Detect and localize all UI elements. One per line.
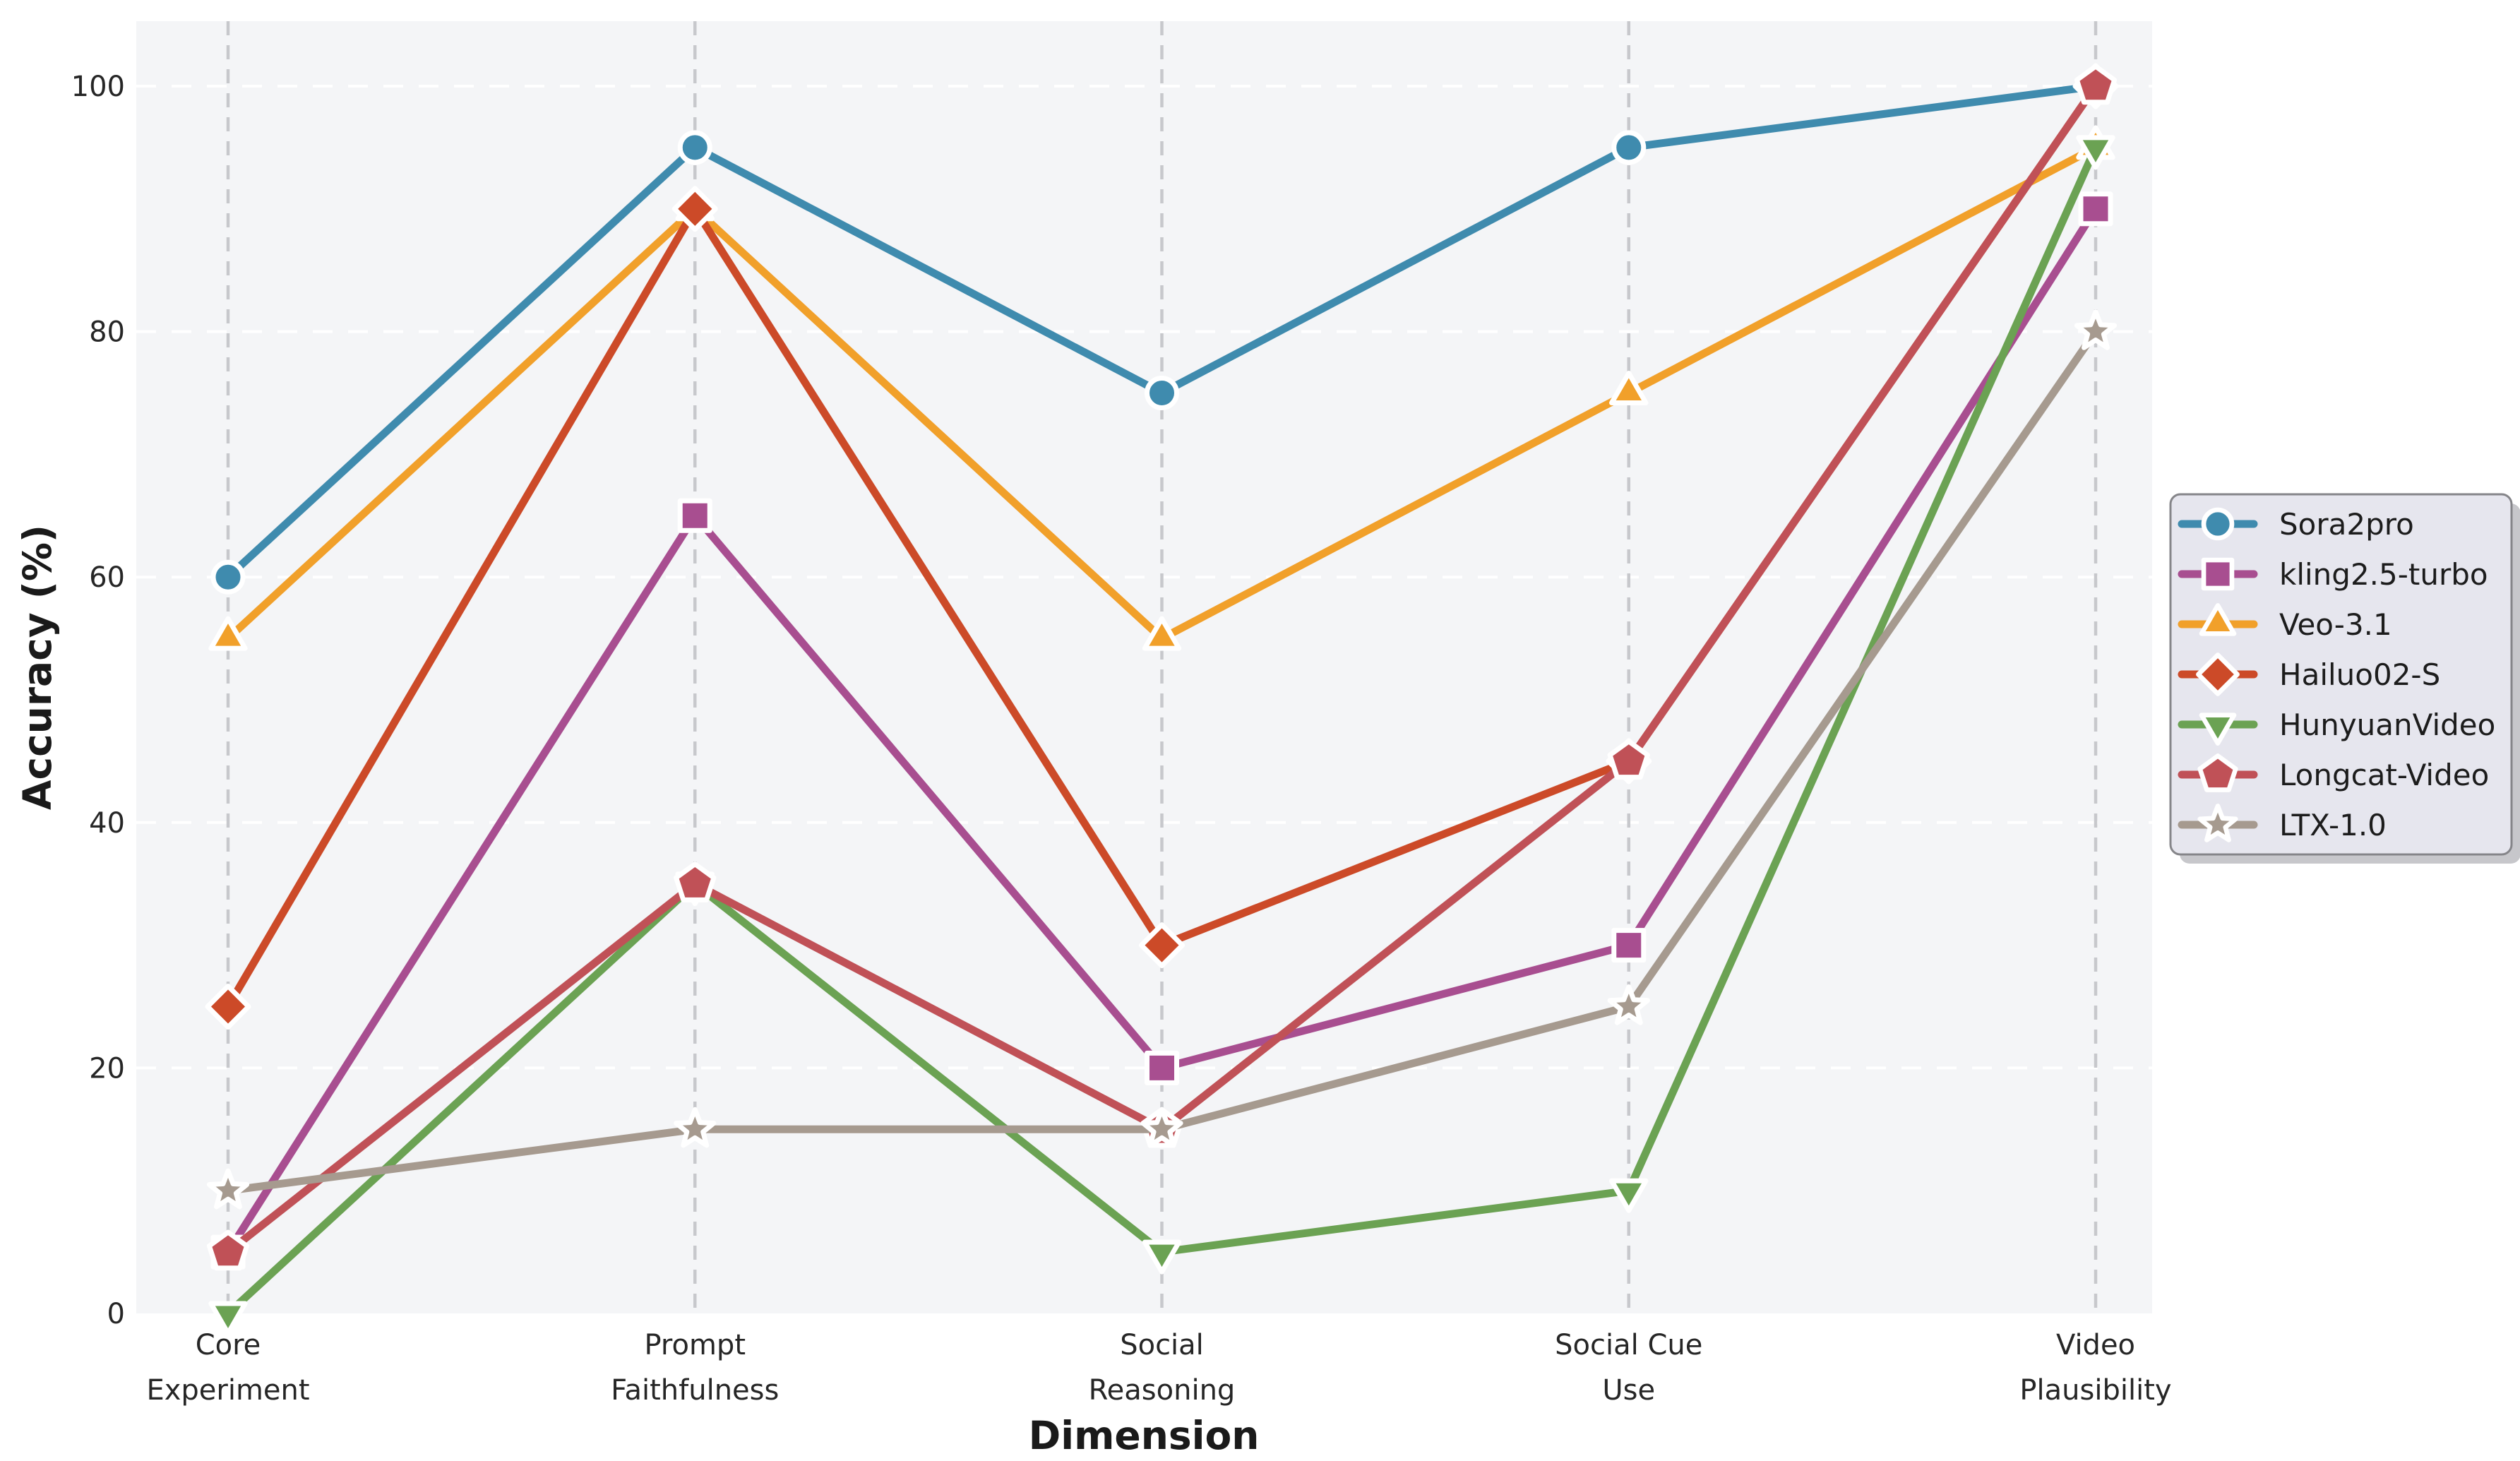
marker-Veo-3.1-3 [1142, 616, 1182, 651]
legend-label-HunyuanVideo: HunyuanVideo [2279, 708, 2495, 742]
marker-Sora2pro-3 [1145, 376, 1179, 410]
series-Sora2pro [210, 68, 2113, 595]
x-tick-label-4: Social Cue Use [1555, 1329, 1702, 1407]
legend-label-Veo-3.1: Veo-3.1 [2279, 607, 2392, 642]
y-axis-title: Accuracy (%) [15, 525, 60, 810]
marker-HunyuanVideo-4 [1609, 1178, 1649, 1213]
legend-item-Sora2pro: Sora2pro [2178, 507, 2414, 542]
plot-background [136, 21, 2152, 1313]
y-tick-label-80: 80 [89, 316, 125, 349]
series-layer [205, 63, 2119, 1336]
legend-marker-kling2.5-turbo [2201, 557, 2235, 591]
marker-Veo-3.1-1 [208, 616, 248, 651]
marker-LTX-1.0-4 [1607, 984, 1650, 1025]
y-tick-label-60: 60 [89, 561, 125, 594]
marker-kling2.5-turbo-5 [2078, 191, 2113, 227]
legend-marker-LTX-1.0 [2197, 804, 2238, 842]
marker-kling2.5-turbo-3 [1145, 1050, 1179, 1085]
marker-Longcat-Video-2 [674, 861, 717, 902]
marker-LTX-1.0-2 [674, 1107, 717, 1148]
marker-LTX-1.0-5 [2074, 309, 2118, 350]
marker-Hailuo02-S-1 [205, 984, 251, 1030]
marker-Longcat-Video-1 [206, 1229, 250, 1271]
marker-Longcat-Video-5 [2074, 64, 2118, 105]
legend-item-Hailuo02-S: Hailuo02-S [2178, 652, 2440, 696]
legend-item-Longcat-Video: Longcat-Video [2178, 753, 2489, 792]
x-tick-label-2: Prompt Faithfulness [611, 1329, 779, 1407]
marker-Sora2pro-2 [677, 130, 712, 165]
marker-Hailuo02-S-2 [671, 186, 718, 232]
series-LTX-1.0 [206, 309, 2118, 1210]
marker-Sora2pro-4 [1611, 130, 1647, 165]
marker-Sora2pro-1 [210, 559, 246, 595]
y-tick-label-100: 100 [71, 71, 125, 103]
legend-label-Hailuo02-S: Hailuo02-S [2279, 657, 2440, 692]
legend-marker-Hailuo02-S [2196, 652, 2240, 696]
legend-item-Veo-3.1: Veo-3.1 [2178, 603, 2392, 642]
legend-label-kling2.5-turbo: kling2.5-turbo [2279, 557, 2488, 592]
marker-kling2.5-turbo-4 [1611, 928, 1647, 963]
marker-kling2.5-turbo-2 [677, 498, 712, 533]
gridlines [136, 21, 2152, 1313]
x-tick-label-1: Core Experiment [146, 1329, 309, 1407]
marker-LTX-1.0-1 [206, 1168, 250, 1210]
marker-Longcat-Video-4 [1607, 739, 1650, 780]
legend: Sora2pro kling2.5-turbo Veo-3.1 Hailuo02-S H… [2169, 493, 2520, 864]
marker-Hailuo02-S-3 [1139, 922, 1185, 969]
legend-item-HunyuanVideo: HunyuanVideo [2178, 708, 2495, 746]
marker-HunyuanVideo-3 [1142, 1239, 1182, 1275]
legend-marker-Veo-3.1 [2199, 603, 2237, 636]
legend-item-LTX-1.0: LTX-1.0 [2178, 804, 2387, 842]
legend-label-LTX-1.0: LTX-1.0 [2279, 808, 2387, 842]
legend-label-Longcat-Video: Longcat-Video [2279, 758, 2489, 792]
legend-box [2169, 493, 2513, 856]
y-tick-label-40: 40 [89, 807, 125, 840]
marker-LTX-1.0-3 [1140, 1107, 1183, 1148]
y-tick-label-0: 0 [107, 1298, 125, 1330]
marker-HunyuanVideo-5 [2076, 135, 2115, 170]
legend-marker-HunyuanVideo [2199, 712, 2237, 746]
axis-labels: Dimension Accuracy (%) 0 20 40 60 80 100 Core E… [15, 71, 2172, 1458]
legend-marker-Longcat-Video [2197, 753, 2238, 792]
x-axis-title: Dimension [1029, 1413, 1260, 1458]
legend-marker-Sora2pro [2201, 507, 2235, 541]
marker-HunyuanVideo-1 [208, 1301, 248, 1336]
y-tick-label-20: 20 [89, 1052, 125, 1085]
marker-Veo-3.1-4 [1609, 371, 1649, 405]
x-tick-label-3: Social Reasoning [1089, 1329, 1236, 1407]
x-tick-label-5: Video Plausibility [2019, 1329, 2171, 1407]
legend-label-Sora2pro: Sora2pro [2279, 507, 2414, 542]
legend-item-kling2.5-turbo: kling2.5-turbo [2178, 557, 2488, 592]
